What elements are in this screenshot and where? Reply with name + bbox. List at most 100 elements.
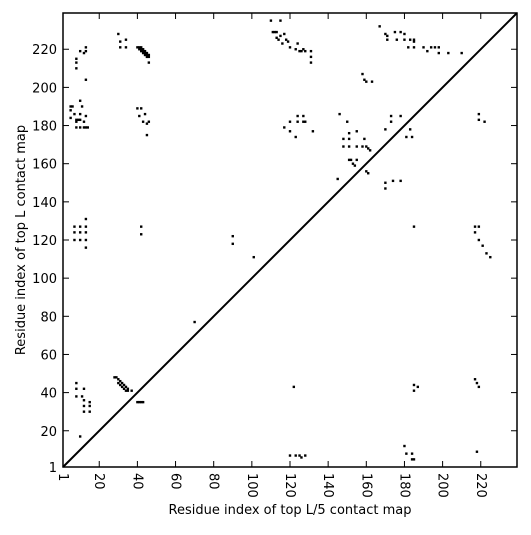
contact-point <box>353 164 357 167</box>
contact-point <box>403 38 406 41</box>
contact-point <box>311 130 315 133</box>
contact-point <box>138 400 141 404</box>
contact-point <box>477 118 481 122</box>
contact-point <box>389 114 393 118</box>
contact-point <box>252 255 255 259</box>
contact-point <box>117 378 120 381</box>
contact-point <box>473 378 477 381</box>
x-tick-label: 220 <box>473 473 488 498</box>
contact-point <box>384 187 387 190</box>
contact-point <box>231 234 234 238</box>
contact-point <box>78 112 82 116</box>
contact-point <box>78 118 82 122</box>
contact-point <box>412 383 416 387</box>
contact-point <box>378 25 381 28</box>
contact-point <box>84 231 88 234</box>
contact-point <box>136 46 139 49</box>
contact-point <box>447 51 450 55</box>
contact-point <box>284 38 288 41</box>
contact-point <box>342 137 345 141</box>
contact-point <box>475 381 479 385</box>
contact-point <box>119 379 122 383</box>
x-tick-label: 20 <box>91 473 106 490</box>
contact-point <box>140 225 143 228</box>
contact-point <box>410 452 414 455</box>
contact-point <box>410 458 414 461</box>
contact-point <box>124 46 128 49</box>
contact-point <box>82 51 86 55</box>
contact-point <box>119 46 122 49</box>
contact-point <box>73 112 76 116</box>
contact-point <box>82 399 86 402</box>
contact-point <box>386 38 389 41</box>
contact-point <box>75 126 78 129</box>
y-tick-label: 20 <box>40 425 57 440</box>
contact-point <box>422 46 425 49</box>
contact-point <box>138 46 141 49</box>
contact-point <box>78 126 82 129</box>
contact-point <box>403 444 406 448</box>
contact-point <box>193 320 196 324</box>
contact-point <box>386 34 389 38</box>
contact-point <box>309 49 313 53</box>
contact-point <box>138 114 141 118</box>
contact-point <box>347 158 351 162</box>
contact-point <box>75 67 78 70</box>
x-tick-label: 80 <box>206 473 221 490</box>
contact-point <box>78 231 82 234</box>
contact-point <box>78 99 82 102</box>
contact-point <box>143 49 147 53</box>
contact-point <box>117 381 120 385</box>
contact-point <box>275 30 278 34</box>
contact-point <box>136 400 139 404</box>
contact-point <box>73 225 76 228</box>
contact-point <box>365 170 368 173</box>
contact-point <box>288 46 292 49</box>
contact-point <box>302 120 305 123</box>
contact-point <box>143 53 147 57</box>
contact-point <box>426 49 429 53</box>
contact-point <box>286 40 290 43</box>
contact-point <box>119 40 122 43</box>
y-tick-label: 40 <box>40 387 57 402</box>
contact-point <box>84 114 88 118</box>
contact-point <box>82 410 86 413</box>
contact-point <box>269 19 273 22</box>
contact-point <box>405 135 408 139</box>
y-tick-label: 1 <box>49 461 57 476</box>
contact-point <box>473 225 477 228</box>
contact-point <box>82 126 86 129</box>
x-tick-label: 100 <box>244 473 259 498</box>
contact-point <box>145 51 149 55</box>
contact-point <box>363 78 366 81</box>
contact-point <box>477 225 481 228</box>
contact-point <box>122 387 126 390</box>
contact-point <box>416 385 420 389</box>
contact-point <box>370 80 374 83</box>
contact-point <box>412 46 416 49</box>
x-tick-label: 60 <box>168 473 183 490</box>
y-tick-label: 220 <box>32 43 57 58</box>
contact-point <box>117 32 120 36</box>
contact-point <box>140 233 143 236</box>
y-tick-label: 140 <box>32 196 57 211</box>
y-tick-label: 60 <box>40 348 57 363</box>
contact-point <box>412 40 416 43</box>
contact-point <box>80 105 84 108</box>
contact-point <box>78 435 82 438</box>
contact-point <box>147 120 151 123</box>
contact-point <box>296 120 299 123</box>
contact-point <box>363 137 366 141</box>
contact-point <box>437 51 440 55</box>
contact-point <box>283 126 286 129</box>
contact-point <box>75 120 78 123</box>
contact-point <box>82 387 86 390</box>
contact-point <box>84 49 88 53</box>
contact-point <box>279 34 282 38</box>
contact-point <box>84 246 88 249</box>
contact-point <box>361 72 364 76</box>
contact-point <box>384 181 387 184</box>
contact-point <box>145 122 149 125</box>
contact-point <box>336 177 339 181</box>
contact-point <box>485 252 488 255</box>
